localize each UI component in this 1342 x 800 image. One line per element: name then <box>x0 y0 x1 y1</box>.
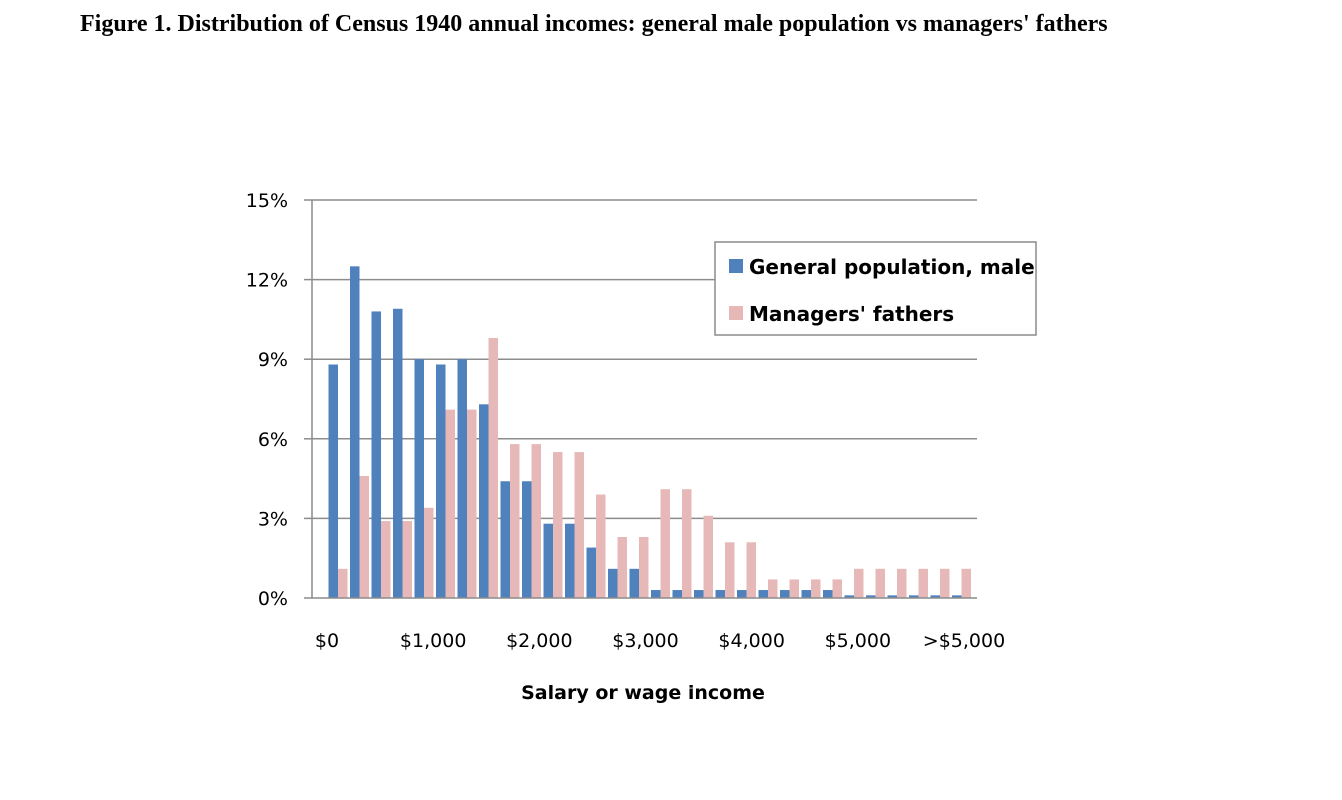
bar-general-population <box>565 523 575 598</box>
bar-managers-fathers <box>574 452 584 598</box>
x-tick-label: $3,000 <box>612 630 678 652</box>
bar-managers-fathers <box>402 521 412 598</box>
bar-general-population <box>866 595 876 598</box>
bar-general-population <box>479 404 489 598</box>
bar-managers-fathers <box>940 568 950 598</box>
y-tick-label: 9% <box>258 349 288 371</box>
bar-managers-fathers <box>854 568 864 598</box>
bar-general-population <box>543 523 553 598</box>
y-tick-label: 12% <box>246 270 288 292</box>
bar-general-population <box>823 590 833 598</box>
bar-general-population <box>694 590 704 598</box>
bar-general-population <box>715 590 725 598</box>
x-tick-label: $1,000 <box>400 630 466 652</box>
bar-general-population <box>586 547 596 598</box>
bar-general-population <box>393 308 403 598</box>
bar-managers-fathers <box>467 409 477 598</box>
bar-managers-fathers <box>359 475 369 598</box>
bar-general-population <box>672 590 682 598</box>
x-tick-label: $5,000 <box>825 630 891 652</box>
bar-general-population <box>930 595 940 598</box>
bar-managers-fathers <box>703 515 713 598</box>
bar-managers-fathers <box>832 579 842 598</box>
bar-general-population <box>414 359 424 598</box>
bar-managers-fathers <box>746 542 756 598</box>
bar-general-population <box>737 590 747 598</box>
bar-managers-fathers <box>875 568 885 598</box>
y-tick-label: 6% <box>258 429 288 451</box>
bar-managers-fathers <box>553 452 563 598</box>
y-axis-ticks: 0% 3% 6% 9% 12% 15% <box>246 190 312 610</box>
bar-general-population <box>758 590 768 598</box>
legend-box <box>714 241 1037 336</box>
bar-general-population <box>952 595 962 598</box>
legend-label-general-population: General population, male <box>749 255 1035 279</box>
x-tick-label: >$5,000 <box>923 630 1005 652</box>
x-tick-label: $4,000 <box>718 630 784 652</box>
y-tick-label: 3% <box>258 508 288 530</box>
bar-managers-fathers <box>381 521 391 598</box>
x-axis-ticks: $0 $1,000 $2,000 $3,000 $4,000 $5,000 >$5,000 <box>315 630 1005 652</box>
bar-managers-fathers <box>510 444 520 598</box>
bar-general-population <box>629 568 639 598</box>
bar-managers-fathers <box>768 579 778 598</box>
bar-managers-fathers <box>445 409 455 598</box>
bar-managers-fathers <box>725 542 735 598</box>
bar-general-population <box>436 364 446 598</box>
bar-general-population <box>522 481 532 598</box>
bar-managers-fathers <box>596 494 606 598</box>
legend-swatch-managers-fathers <box>729 306 743 320</box>
bar-general-population <box>651 590 661 598</box>
bar-general-population <box>780 590 790 598</box>
x-tick-label: $2,000 <box>506 630 572 652</box>
bar-general-population <box>500 481 510 598</box>
bar-managers-fathers <box>811 579 821 598</box>
bar-managers-fathers <box>918 568 928 598</box>
figure-title: Figure 1. Distribution of Census 1940 an… <box>80 11 1108 37</box>
bar-general-population <box>328 364 338 598</box>
x-axis-title: Salary or wage income <box>521 682 765 704</box>
bar-general-population <box>844 595 854 598</box>
x-tick-label: $0 <box>315 630 339 652</box>
bars <box>328 266 971 598</box>
bar-general-population <box>457 359 467 598</box>
bar-managers-fathers <box>617 536 627 598</box>
bar-managers-fathers <box>660 489 670 598</box>
bar-managers-fathers <box>639 536 649 598</box>
legend: General population, male Managers' fathe… <box>714 241 1037 336</box>
y-tick-label: 0% <box>258 588 288 610</box>
bar-managers-fathers <box>531 444 541 598</box>
bar-managers-fathers <box>682 489 692 598</box>
bar-managers-fathers <box>424 507 434 598</box>
bar-managers-fathers <box>488 337 498 598</box>
bar-general-population <box>350 266 360 598</box>
bar-general-population <box>608 568 618 598</box>
bar-managers-fathers <box>897 568 907 598</box>
bar-general-population <box>887 595 897 598</box>
bar-general-population <box>909 595 919 598</box>
bar-managers-fathers <box>338 568 348 598</box>
legend-swatch-general-population <box>729 259 743 273</box>
legend-label-managers-fathers: Managers' fathers <box>749 302 954 326</box>
bar-general-population <box>371 311 381 598</box>
bar-general-population <box>801 590 811 598</box>
bar-managers-fathers <box>961 568 971 598</box>
bar-managers-fathers <box>789 579 799 598</box>
y-tick-label: 15% <box>246 190 288 212</box>
